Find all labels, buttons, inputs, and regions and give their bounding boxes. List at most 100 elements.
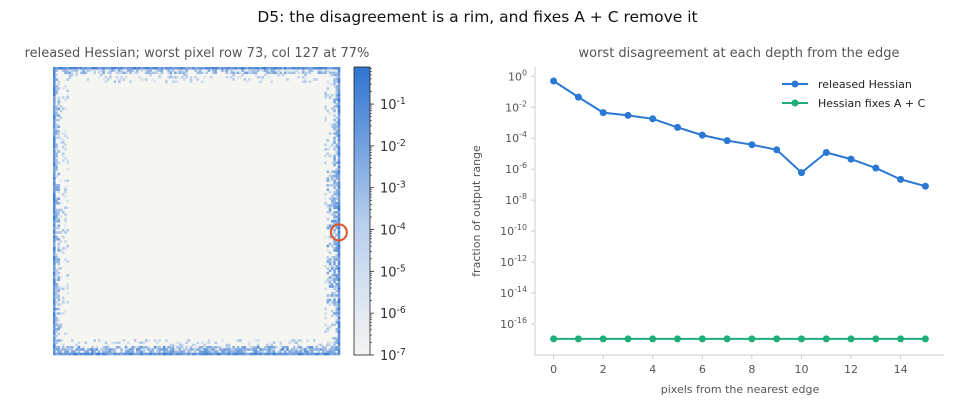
heatmap-cell (230, 350, 233, 354)
heatmap-cell (252, 67, 256, 70)
heatmap-cell (61, 132, 65, 135)
heatmap-cell (55, 188, 58, 192)
heatmap-cell (53, 238, 56, 241)
heatmap-cell (129, 67, 132, 70)
heatmap-cell (250, 346, 253, 349)
heatmap-cell (149, 350, 152, 354)
heatmap-cell (178, 69, 182, 72)
heatmap-cell (317, 352, 321, 356)
heatmap-cell (53, 211, 56, 214)
heatmap-cell (333, 98, 336, 102)
heatmap-cell (93, 67, 96, 70)
heatmap-cell (115, 76, 119, 79)
heatmap-cell (124, 348, 128, 351)
heatmap-cell (135, 69, 139, 72)
heatmap-cell (290, 350, 294, 354)
heatmap-cell (281, 348, 285, 351)
heatmap-cell (337, 213, 341, 216)
heatmap-cell (169, 346, 173, 349)
heatmap-cell (230, 348, 233, 351)
heatmap-cell (61, 141, 65, 144)
heatmap-cell (324, 105, 327, 108)
heatmap-cell (183, 67, 186, 70)
heatmap-cell (185, 71, 188, 75)
heatmap-cell (93, 352, 96, 356)
heatmap-cell (198, 348, 202, 351)
heatmap-cell (221, 352, 224, 356)
heatmap-cell (196, 78, 200, 81)
heatmap-cell (120, 76, 123, 79)
data-point (822, 149, 830, 156)
heatmap-cell (212, 352, 215, 356)
heatmap-cell (313, 67, 316, 70)
data-point (897, 335, 905, 343)
heatmap-cell (198, 67, 202, 70)
heatmap-cell (335, 283, 339, 286)
heatmap-cell (53, 121, 56, 124)
heatmap-cell (337, 112, 341, 115)
heatmap-cell (236, 352, 240, 356)
heatmap-cell (335, 123, 339, 126)
heatmap-cell (333, 247, 336, 250)
heatmap-cell (328, 184, 332, 187)
heatmap-cell (241, 73, 244, 77)
heatmap-cell (192, 343, 195, 347)
heatmap-cell (333, 215, 336, 219)
heatmap-cell (122, 67, 126, 70)
heatmap-cell (53, 87, 56, 90)
heatmap-cell (104, 350, 108, 354)
heatmap-cell (252, 69, 256, 72)
heatmap-cell (53, 172, 56, 176)
heatmap-cell (66, 78, 69, 81)
heatmap-cell (306, 346, 309, 349)
heatmap-cell (335, 67, 339, 70)
heatmap-cell (66, 206, 69, 210)
heatmap-cell (55, 152, 58, 156)
heatmap-cell (324, 71, 327, 75)
heatmap-cell (331, 177, 334, 180)
heatmap-cell (61, 229, 65, 232)
heatmap-cell (328, 269, 332, 273)
legend-swatch-marker (791, 80, 799, 88)
heatmap-cell (216, 352, 220, 356)
heatmap-cell (88, 69, 92, 72)
heatmap-cell (61, 107, 65, 111)
heatmap-cell (200, 341, 204, 345)
heatmap-cell (326, 211, 330, 214)
heatmap-cell (337, 231, 341, 234)
heatmap-cell (55, 145, 58, 149)
heatmap-cell (281, 352, 285, 356)
heatmap-cell (129, 350, 132, 354)
heatmap-cell (120, 352, 123, 356)
heatmap-cell (53, 350, 56, 354)
heatmap-cell (337, 274, 341, 277)
heatmap-cell (55, 213, 58, 216)
heatmap-cell (333, 323, 336, 327)
heatmap-cell (66, 350, 69, 354)
heatmap-cell (335, 301, 339, 304)
heatmap-cell (57, 208, 61, 212)
heatmap-cell (61, 298, 65, 302)
heatmap-cell (337, 105, 341, 108)
heatmap-cell (230, 71, 233, 75)
heatmap-cell (53, 107, 56, 111)
heatmap-cell (174, 67, 177, 70)
heatmap-cell (337, 269, 341, 273)
heatmap-cell (333, 231, 336, 234)
heatmap-cell (147, 339, 150, 342)
heatmap-cell (70, 67, 74, 70)
heatmap-cell (295, 341, 298, 345)
heatmap-cell (337, 139, 341, 142)
heatmap-cell (326, 328, 330, 331)
heatmap-cell (236, 350, 240, 354)
heatmap-cell (328, 208, 332, 212)
heatmap-cell (196, 352, 200, 356)
heatmap-cell (59, 100, 63, 104)
heatmap-cell (328, 262, 332, 266)
data-point (822, 335, 830, 343)
heatmap-cell (64, 143, 67, 147)
heatmap-cell (122, 339, 126, 342)
heatmap-cell (281, 67, 285, 70)
heatmap-cell (53, 82, 56, 86)
heatmap-cell (144, 352, 148, 356)
